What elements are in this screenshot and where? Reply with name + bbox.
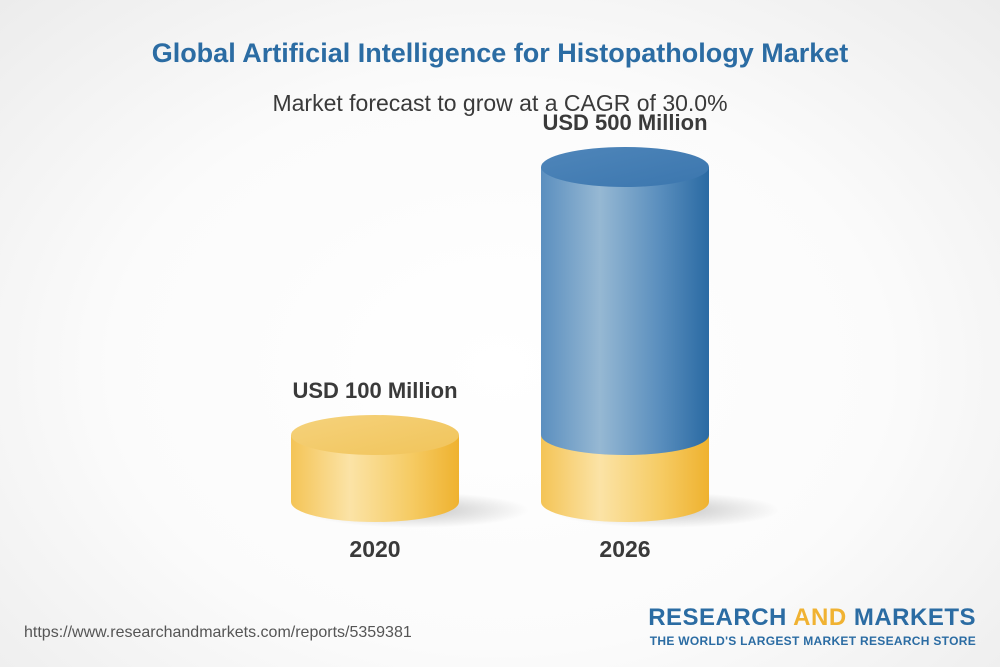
data-label: USD 100 Million (292, 378, 457, 403)
logo-wordmark: RESEARCH AND MARKETS (648, 604, 976, 632)
chart-title: Global Artificial Intelligence for Histo… (151, 38, 849, 68)
logo-word-research: RESEARCH (648, 604, 787, 631)
bar-2026-growth (541, 167, 709, 455)
source-url[interactable]: https://www.researchandmarkets.com/repor… (24, 624, 412, 641)
logo-word-and: AND (793, 604, 847, 631)
bar-2020-top (291, 415, 459, 455)
bar-2020-base (291, 435, 459, 522)
category-label: 2026 (599, 536, 650, 562)
research-and-markets-logo: RESEARCH AND MARKETS THE WORLD'S LARGEST… (648, 604, 976, 648)
chart-area: USD 100 Million 2020 USD 500 Million 2026 (291, 110, 779, 562)
data-label: USD 500 Million (542, 110, 707, 135)
bar-2026-base (541, 435, 709, 522)
logo-word-markets: MARKETS (853, 604, 976, 631)
chart-subtitle: Market forecast to grow at a CAGR of 30.… (272, 90, 728, 116)
category-label: 2020 (349, 536, 400, 562)
bar-2026-top (541, 147, 709, 187)
logo-tagline: THE WORLD'S LARGEST MARKET RESEARCH STOR… (649, 634, 976, 648)
